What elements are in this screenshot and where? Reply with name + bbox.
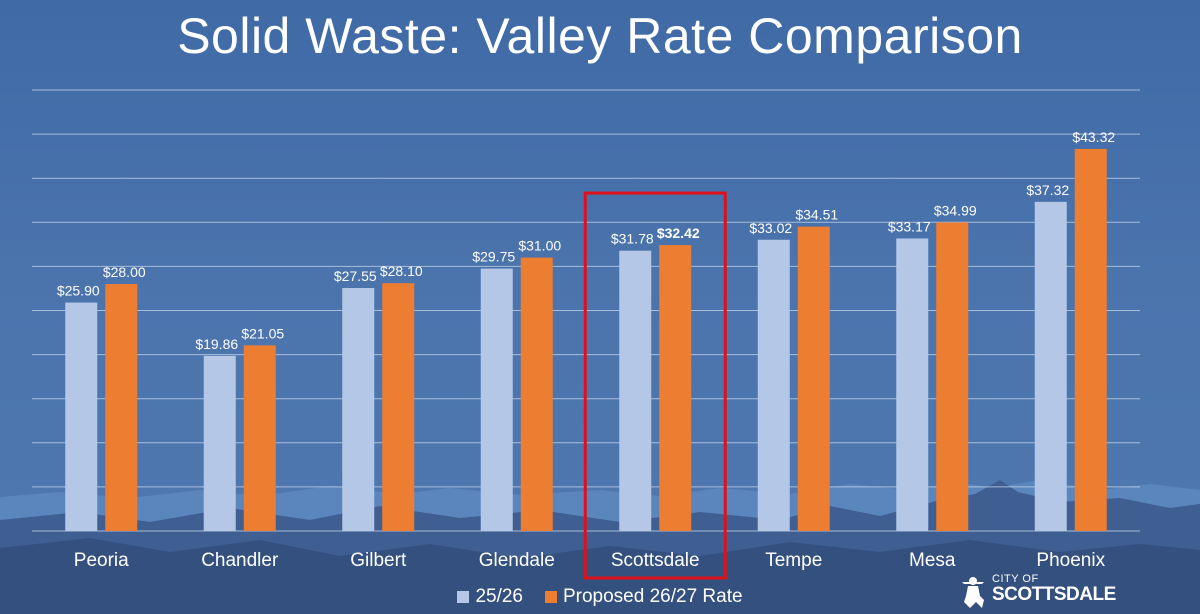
data-label-current-chandler: $19.86 — [195, 336, 238, 352]
legend: 25/26 Proposed 26/27 Rate — [0, 584, 1200, 610]
data-label-current-mesa: $33.17 — [888, 218, 931, 234]
category-label-glendale: Glendale — [479, 550, 555, 571]
data-label-current-gilbert: $27.55 — [334, 268, 377, 284]
category-label-phoenix: Phoenix — [1036, 550, 1105, 571]
data-label-proposed-mesa: $34.99 — [934, 202, 977, 218]
bar-proposed-mesa — [936, 222, 969, 532]
bar-current-gilbert — [342, 288, 375, 531]
category-labels: Peoria Chandler Gilbert Glendale Scottsdale T… — [74, 550, 1106, 571]
city-logo: CITY OF SCOTTSDALE — [958, 572, 1116, 612]
legend-item-current: 25/26 — [457, 586, 523, 608]
data-label-current-peoria: $25.90 — [57, 283, 100, 299]
bar-current-peoria — [65, 302, 98, 531]
legend-label-current: 25/26 — [475, 586, 523, 607]
bar-proposed-peoria — [105, 284, 138, 531]
legend-item-proposed: Proposed 26/27 Rate — [544, 586, 743, 608]
data-label-proposed-tempe: $34.51 — [795, 207, 838, 223]
bar-current-chandler — [203, 355, 236, 531]
category-label-peoria: Peoria — [74, 550, 129, 571]
logo-text-city-of: CITY OF — [992, 573, 1039, 585]
data-label-proposed-peoria: $28.00 — [103, 264, 146, 280]
data-label-current-phoenix: $37.32 — [1026, 182, 1069, 198]
data-label-current-scottsdale: $31.78 — [611, 231, 654, 247]
data-label-proposed-scottsdale: $32.42 — [657, 225, 700, 241]
bar-current-tempe — [757, 239, 790, 531]
bar-proposed-phoenix — [1074, 148, 1107, 531]
bar-proposed-tempe — [797, 226, 830, 531]
legend-swatch-proposed — [544, 591, 557, 603]
category-label-gilbert: Gilbert — [350, 550, 407, 571]
legend-swatch-current — [457, 591, 470, 603]
data-label-proposed-chandler: $21.05 — [241, 325, 284, 341]
category-label-mesa: Mesa — [909, 550, 956, 571]
data-label-proposed-glendale: $31.00 — [518, 238, 561, 254]
bar-proposed-glendale — [520, 257, 553, 531]
category-label-tempe: Tempe — [765, 550, 822, 571]
legend-label-proposed: Proposed 26/27 Rate — [562, 586, 743, 607]
bar-current-phoenix — [1034, 201, 1067, 532]
data-label-current-glendale: $29.75 — [472, 249, 515, 265]
bar-proposed-chandler — [243, 345, 276, 531]
bar-current-scottsdale — [619, 250, 652, 532]
scottsdale-highlight-box — [583, 191, 727, 580]
bars — [65, 148, 1107, 532]
bar-proposed-gilbert — [382, 283, 415, 531]
bar-proposed-scottsdale — [659, 245, 692, 531]
bar-current-mesa — [896, 238, 929, 531]
slide-title: Solid Waste: Valley Rate Comparison — [177, 8, 1023, 64]
scottsdale-cowboy-icon — [962, 577, 984, 608]
data-label-proposed-gilbert: $28.10 — [380, 263, 423, 279]
data-label-proposed-phoenix: $43.32 — [1072, 129, 1115, 145]
logo-text-scottsdale: SCOTTSDALE — [992, 584, 1116, 605]
bar-current-glendale — [480, 268, 513, 531]
category-label-scottsdale: Scottsdale — [611, 550, 700, 571]
data-labels: $25.90$28.00 $19.86$21.05 $27.55 $28.10 $29.… — [57, 129, 1116, 352]
data-label-current-tempe: $33.02 — [749, 220, 792, 236]
category-label-chandler: Chandler — [201, 550, 279, 571]
